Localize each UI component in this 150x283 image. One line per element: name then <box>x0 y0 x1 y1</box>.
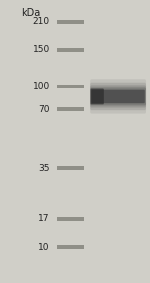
Bar <box>57 48 84 52</box>
Bar <box>57 107 84 111</box>
Text: 17: 17 <box>38 215 50 224</box>
Bar <box>57 166 84 170</box>
FancyBboxPatch shape <box>91 90 145 103</box>
Bar <box>57 85 84 88</box>
Text: 70: 70 <box>38 105 50 113</box>
Text: 100: 100 <box>33 82 50 91</box>
Text: kDa: kDa <box>21 8 40 18</box>
Bar <box>57 245 84 249</box>
Bar <box>57 217 84 221</box>
FancyBboxPatch shape <box>91 89 104 104</box>
FancyBboxPatch shape <box>90 87 146 106</box>
Text: 10: 10 <box>38 243 50 252</box>
Text: 35: 35 <box>38 164 50 173</box>
Text: 150: 150 <box>33 46 50 54</box>
Text: 210: 210 <box>33 17 50 26</box>
Bar <box>57 20 84 24</box>
FancyBboxPatch shape <box>90 85 146 108</box>
FancyBboxPatch shape <box>90 83 146 110</box>
FancyBboxPatch shape <box>90 79 146 113</box>
